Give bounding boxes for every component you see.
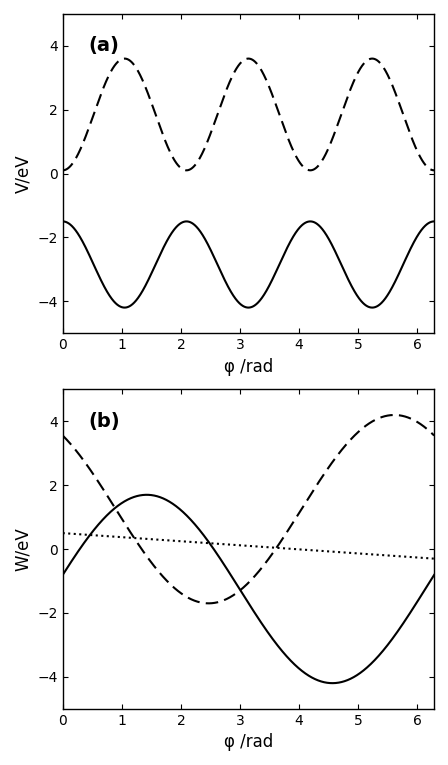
Y-axis label: V/eV: V/eV — [14, 155, 32, 193]
X-axis label: φ /rad: φ /rad — [224, 357, 273, 376]
Text: (a): (a) — [89, 36, 120, 55]
Y-axis label: W/eV: W/eV — [14, 527, 32, 571]
Text: (b): (b) — [89, 412, 121, 431]
X-axis label: φ /rad: φ /rad — [224, 733, 273, 751]
